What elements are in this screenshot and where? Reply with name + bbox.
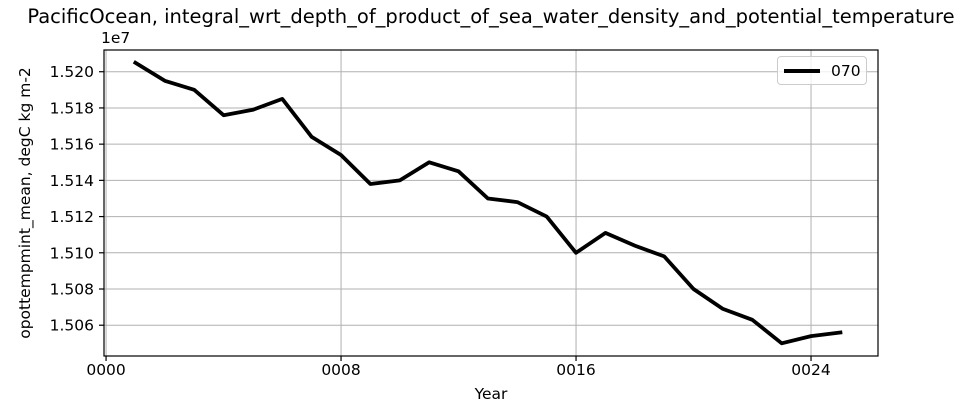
x-tick-label: 0016 [556,361,595,379]
x-tick-label: 0024 [791,361,830,379]
y-tick-label: 1.508 [50,281,94,299]
data-line-070 [132,60,843,346]
y-tick-label: 1.520 [50,63,94,81]
legend: 070 [777,56,867,85]
y-tick-label: 1.506 [50,317,94,335]
y-tick-label: 1.512 [50,208,94,226]
y-tick-label: 1.514 [50,172,94,190]
x-tick-label: 0008 [321,361,360,379]
y-axis-offset-label: 1e7 [101,29,131,47]
x-tick-label: 0000 [86,361,125,379]
legend-line-sample [784,68,820,73]
x-axis-label: Year [474,385,508,403]
y-tick-label: 1.516 [50,136,94,154]
y-tick-label: 1.510 [50,244,94,262]
legend-label: 070 [831,61,861,80]
chart-title: PacificOcean, integral_wrt_depth_of_prod… [27,5,955,28]
plot-frame [103,49,879,357]
y-tick-label: 1.518 [50,99,94,117]
